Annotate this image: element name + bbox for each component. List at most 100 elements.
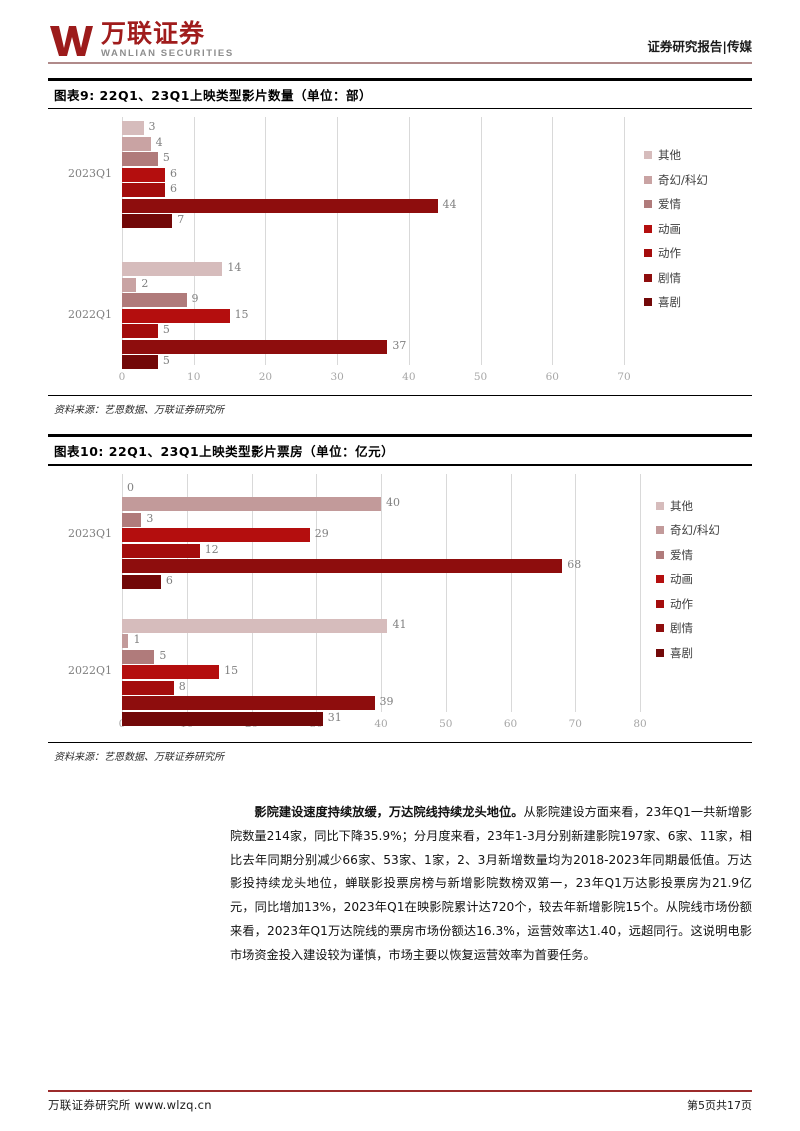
footer-page-number: 第5页共17页: [687, 1099, 752, 1112]
gridline: [337, 117, 339, 366]
legend-item[interactable]: 爱情: [656, 547, 720, 563]
bar-value-label: 37: [392, 338, 407, 352]
legend-swatch-icon: [656, 550, 664, 559]
legend-item[interactable]: 其他: [644, 147, 708, 163]
legend-label: 喜剧: [658, 295, 681, 310]
bar-value-label: 44: [442, 197, 457, 211]
bar: [122, 696, 375, 711]
legend-item[interactable]: 喜剧: [644, 294, 708, 310]
bar-value-label: 5: [162, 354, 170, 368]
exhibit-9-title: 图表9: 22Q1、23Q1上映类型影片数量（单位：部）: [54, 87, 372, 103]
bar: [122, 711, 323, 726]
bar: [122, 559, 563, 574]
header-divider: [48, 62, 752, 64]
chart-box-office: 010203040506070802023Q1040329126862022Q1…: [48, 466, 752, 742]
legend-label: 剧情: [670, 621, 693, 636]
bar: [122, 528, 310, 543]
legend-label: 动作: [670, 596, 693, 611]
w-logo-icon: [48, 24, 94, 58]
x-tick-label: 80: [633, 717, 647, 730]
bar: [122, 355, 158, 370]
legend-item[interactable]: 喜剧: [656, 645, 720, 661]
gridline: [316, 473, 318, 712]
legend-label: 爱情: [670, 547, 693, 562]
legend-item[interactable]: 奇幻/科幻: [656, 522, 720, 538]
bar: [122, 152, 158, 167]
legend-item[interactable]: 剧情: [644, 270, 708, 286]
gridline: [186, 473, 188, 712]
legend-swatch-icon: [644, 200, 652, 209]
bar-value-label: 40: [386, 496, 400, 510]
bar: [122, 618, 388, 633]
bar-value-label: 15: [234, 307, 249, 321]
gridline: [480, 117, 482, 366]
exhibit-9-top-rule: [48, 78, 752, 81]
exhibit-10-chart-area: 010203040506070802023Q1040329126862022Q1…: [48, 466, 752, 742]
exhibit-10-top-rule: [48, 434, 752, 437]
x-tick-label: 30: [330, 371, 344, 384]
bar: [122, 198, 438, 213]
bar-value-label: 29: [314, 527, 329, 541]
bar: [122, 121, 144, 136]
legend-swatch-icon: [656, 575, 664, 584]
bar: [122, 512, 142, 527]
bar: [122, 136, 151, 151]
legend-swatch-icon: [656, 526, 664, 535]
bar-value-label: 31: [327, 710, 342, 724]
bar: [122, 277, 137, 292]
gridline: [445, 473, 447, 712]
y-category-label: 2022Q1: [67, 307, 112, 321]
legend-item[interactable]: 奇幻/科幻: [644, 172, 708, 188]
legend-item[interactable]: 动作: [656, 596, 720, 612]
legend-item[interactable]: 爱情: [644, 196, 708, 212]
header-report-type: 证券研究报告|传媒: [647, 39, 752, 54]
x-tick-label: 60: [545, 371, 559, 384]
legend-label: 其他: [670, 498, 693, 513]
bar: [122, 574, 161, 589]
legend-item[interactable]: 剧情: [656, 620, 720, 636]
exhibit-10-bottom-rule: [48, 741, 752, 743]
bar: [122, 183, 166, 198]
legend-label: 动作: [658, 246, 681, 261]
legend-swatch-icon: [644, 224, 652, 233]
bar-value-label: 5: [159, 648, 167, 662]
exhibit-9-source: 资料来源：艺恩数据、万联证券研究所: [54, 405, 224, 417]
y-category-label: 2023Q1: [67, 527, 112, 541]
x-tick-label: 40: [374, 717, 388, 730]
y-category-label: 2022Q1: [67, 664, 112, 678]
footer-institution: 万联证券研究所 www.wlzq.cn: [48, 1098, 212, 1112]
bar: [122, 680, 174, 695]
bar-value-label: 12: [204, 542, 219, 556]
gridline: [640, 473, 641, 712]
x-tick-label: 70: [617, 371, 631, 384]
plot-area: 0 10 20 30 40 50 60 70 2023Q1 3 4 5 6 6 44 7 2022Q1 14 2 9 1…: [48, 109, 752, 395]
legend-item[interactable]: 动作: [644, 245, 708, 261]
bar-value-label: 3: [148, 120, 156, 134]
paragraph-lead: 影院建设速度持续放缓，万达院线持续龙头地位。: [254, 804, 524, 819]
gridline: [624, 117, 625, 366]
chart-legend: 其他奇幻/科幻爱情动画动作剧情喜剧: [656, 498, 720, 670]
chart-film-count: 0 10 20 30 40 50 60 70 2023Q1 3 4 5 6 6 44 7 2022Q1 14 2 9 1…: [48, 109, 752, 395]
bar-value-label: 0: [127, 480, 134, 494]
gridline: [575, 473, 577, 712]
x-tick-label: 50: [473, 371, 488, 384]
paragraph-rest: 从影院建设方面来看，23年Q1一共新增影院数量214家，同比下降35.9%；分月…: [230, 804, 753, 962]
legend-item[interactable]: 其他: [656, 498, 720, 514]
legend-swatch-icon: [644, 249, 652, 258]
legend-item[interactable]: 动画: [644, 221, 708, 237]
x-tick-label: 50: [439, 717, 453, 730]
bar: [122, 339, 388, 354]
bar: [122, 634, 129, 649]
bar-value-label: 6: [170, 166, 178, 180]
legend-item[interactable]: 动画: [656, 571, 720, 587]
legend-label: 奇幻/科幻: [670, 523, 720, 538]
legend-swatch-icon: [644, 273, 652, 282]
legend-label: 喜剧: [670, 645, 693, 660]
chart-legend: 其他奇幻/科幻爱情动画动作剧情喜剧: [644, 147, 708, 319]
bar-value-label: 4: [155, 135, 163, 149]
legend-label: 动画: [658, 221, 681, 236]
bar-value-label: 39: [379, 695, 394, 709]
gridline: [381, 473, 382, 712]
bar: [122, 324, 158, 339]
